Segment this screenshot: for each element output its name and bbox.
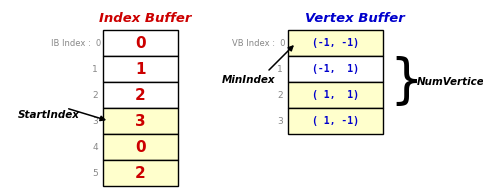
Bar: [103, 82, 178, 108]
Text: 1: 1: [277, 65, 283, 74]
Text: (-1,  1): (-1, 1): [312, 64, 359, 74]
Text: MinIndex: MinIndex: [222, 75, 276, 85]
Text: IB Index :  0: IB Index : 0: [51, 39, 101, 48]
Bar: [103, 56, 178, 82]
Text: 3: 3: [92, 117, 98, 125]
Bar: [288, 30, 383, 56]
Text: }: }: [389, 56, 423, 108]
Text: VB Index :  0: VB Index : 0: [232, 39, 286, 48]
Text: 0: 0: [135, 36, 146, 50]
Text: 1: 1: [135, 62, 146, 77]
Bar: [288, 82, 383, 108]
Text: 3: 3: [277, 117, 283, 125]
Text: 0: 0: [135, 139, 146, 155]
Bar: [103, 160, 178, 186]
Text: Vertex Buffer: Vertex Buffer: [305, 12, 405, 25]
Text: 4: 4: [92, 142, 98, 151]
Bar: [103, 30, 178, 56]
Text: (-1, -1): (-1, -1): [312, 38, 359, 48]
Bar: [288, 56, 383, 82]
Text: 2: 2: [135, 165, 146, 180]
Text: 3: 3: [135, 113, 146, 129]
Bar: [288, 108, 383, 134]
Text: 1: 1: [92, 65, 98, 74]
Text: ( 1, -1): ( 1, -1): [312, 116, 359, 126]
Bar: [103, 134, 178, 160]
Text: StartIndex: StartIndex: [18, 110, 80, 120]
Text: 2: 2: [135, 87, 146, 103]
Text: 5: 5: [92, 168, 98, 177]
Bar: [103, 108, 178, 134]
Text: NumVertices: NumVertices: [417, 77, 483, 87]
Text: Index Buffer: Index Buffer: [99, 12, 191, 25]
Text: ( 1,  1): ( 1, 1): [312, 90, 359, 100]
Text: 2: 2: [277, 91, 283, 100]
Text: 2: 2: [92, 91, 98, 100]
